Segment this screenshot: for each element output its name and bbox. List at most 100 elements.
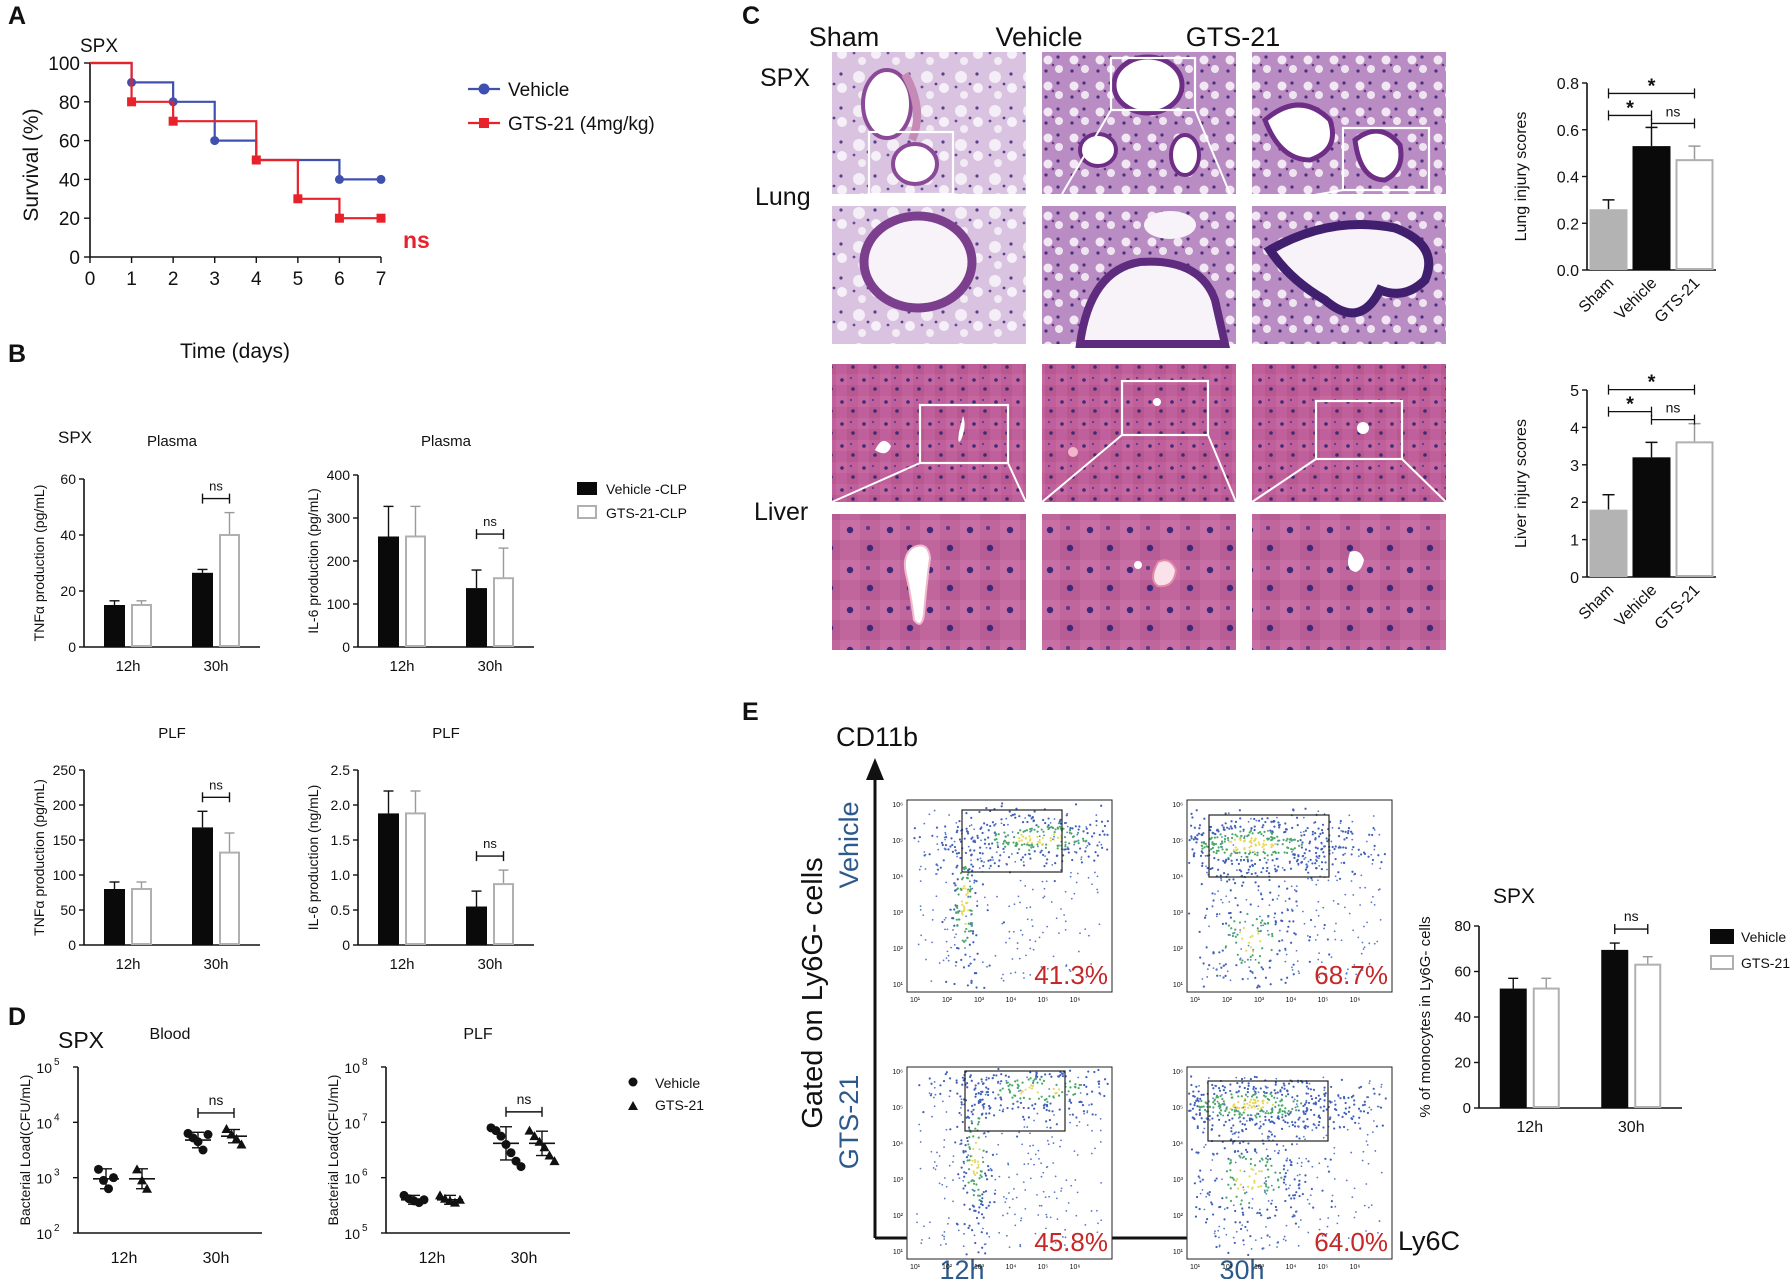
flow-y-tick: 10⁵ [892,838,903,845]
survival-point-gts21 [376,213,386,223]
score-bar-Sham [1589,209,1628,270]
cfu-point-vehicle [109,1173,118,1183]
bar-vehicle-12h [104,605,125,647]
survival-y-tick: 100 [48,54,80,75]
score-category-label: GTS-21 [1652,275,1704,327]
flow-plot: 10¹ 10¹ 10² 10² 10³ 10³ 10⁴ 10⁴ 10⁵ 10⁵ 10⁶ 10⁶ 45.8… [892,1066,1113,1271]
survival-x-tick: 4 [251,269,262,290]
survival-line-gts21 [90,61,381,220]
monocyte-legend: Vehicle GTS-21 [1710,929,1790,971]
cfu-point-gts21 [231,1133,242,1143]
survival-legend-vehicle: Vehicle [508,80,569,101]
bar-vehicle-12h [378,536,399,647]
flow-y-tick: 10² [1173,946,1184,953]
flow-y-tick: 10⁴ [892,1141,903,1148]
cfu-point-gts21 [221,1123,232,1133]
flow-y-tick: 10⁴ [892,874,903,881]
bar-y-tick: 0 [342,937,350,953]
score-y-tick: 0.4 [1557,170,1579,187]
legend-vehicle-marker [478,83,490,95]
score-y-tick: 0.2 [1557,216,1579,233]
flow-x-tick: 10² [942,1264,953,1271]
panel-label-c: C [742,2,760,30]
score-y-label: Lung injury scores [1513,112,1530,242]
flow-gate-percent: 68.7% [1314,960,1388,990]
flow-x-tick: 10⁴ [1006,997,1017,1004]
bar-y-tick: 0 [1463,1100,1471,1117]
flow-x-tick: 10⁶ [1070,997,1081,1004]
monocyte-percent-chart: 0 20 40 60 80 % of monocytes in Ly6G- cells 12… [1417,908,1682,1136]
zoom-box-vehicle [1109,56,1197,112]
bar-y-tick: 200 [53,797,77,813]
il6-plasma-chart: 0 100 200 300 400 Plasma IL-6 production (pg/m… [305,433,534,675]
flow-y-tick: 10² [1173,1213,1184,1220]
bar-y-tick: 40 [60,527,76,543]
survival-point-gts21 [334,213,344,223]
cfu-y-tick-exp: 3 [54,1168,60,1179]
lung-gts21-zoom [1252,206,1446,344]
bar-gts21-12h [131,888,152,945]
cfu-category-label: 12h [419,1250,446,1267]
flow-gate-percent: 45.8% [1034,1227,1108,1257]
cfu-chart-title: Blood [150,1026,191,1043]
bar-vehicle-12h [1499,988,1527,1108]
bar-y-tick: 60 [1454,964,1471,981]
survival-y-tick: 80 [59,93,80,114]
il6-plf-chart: 0 0.5 1.0 1.5 2.0 2.5 PLF IL-6 production (ng/m… [305,725,534,973]
cfu-point-vehicle [104,1184,113,1194]
cfu-point-gts21 [450,1197,460,1207]
survival-point-gts21 [127,97,137,107]
bar-category-label: 30h [1618,1119,1645,1136]
score-y-tick: 0.8 [1557,76,1579,93]
column-header-vehicle: Vehicle [995,22,1082,52]
cfu-point-vehicle [94,1164,103,1174]
monocyte-legend-vehicle: Vehicle [1741,929,1786,945]
flow-x-tick: 10⁵ [1038,1264,1049,1271]
bar-y-label: % of monocytes in Ly6G- cells [1417,916,1434,1117]
flow-x-tick: 10⁴ [1286,997,1297,1004]
liver-gts21-zoom [1252,514,1446,650]
score-y-tick: 3 [1570,458,1579,475]
cfu-point-vehicle [203,1130,213,1140]
cfu-point-gts21 [549,1156,560,1166]
gated-label: Gated on Ly6G- cells [797,857,829,1128]
cfu-point-gts21 [529,1131,540,1141]
panel-label-d: D [8,1003,26,1031]
bar-y-tick: 20 [1454,1055,1471,1072]
cfu-point-vehicle [419,1195,429,1205]
flow-y-tick: 10² [893,946,904,953]
survival-x-tick: 1 [126,269,137,290]
flow-y-tick: 10⁴ [1172,1141,1183,1148]
flow-y-tick: 10⁶ [1172,802,1183,809]
survival-x-tick: 2 [168,269,179,290]
survival-point-vehicle [210,136,220,146]
cfu-y-label: Bacterial Load(CFU/mL) [17,1075,33,1226]
flow-gate [1208,814,1330,878]
lung-gts21-overview [1252,52,1446,194]
bar-category-label: 12h [389,658,414,675]
bar-sig-label: ns [209,479,223,494]
bar-category-label: 30h [477,956,502,973]
survival-chart: SPX Survival (%) Time (days) 02040608010… [20,36,655,363]
cytokine-legend-vehicle: Vehicle -CLP [606,481,687,497]
flow-y-axis-label: CD11b [836,722,918,752]
bar-gts21-12h [405,535,426,647]
flow-x-tick: 10⁶ [1350,997,1361,1004]
cfu-y-label: Bacterial Load(CFU/mL) [325,1075,341,1226]
flow-gate [964,1070,1066,1132]
legend-vehicle-clp-swatch [577,482,597,495]
score-bar-Vehicle [1632,146,1671,270]
score-bracket-label: * [1648,75,1656,97]
survival-point-gts21 [168,116,178,126]
flow-y-tick: 10⁵ [892,1105,903,1112]
panel-label-b: B [8,340,26,368]
cfu-point-vehicle [496,1131,506,1141]
survival-point-vehicle [334,174,344,184]
bar-chart-title: PLF [158,725,186,742]
flow-x-tick: 10¹ [910,997,921,1004]
cfu-sig-label: ns [209,1092,224,1108]
bar-gts21-30h [219,534,240,647]
survival-y-label: Survival (%) [20,108,43,221]
